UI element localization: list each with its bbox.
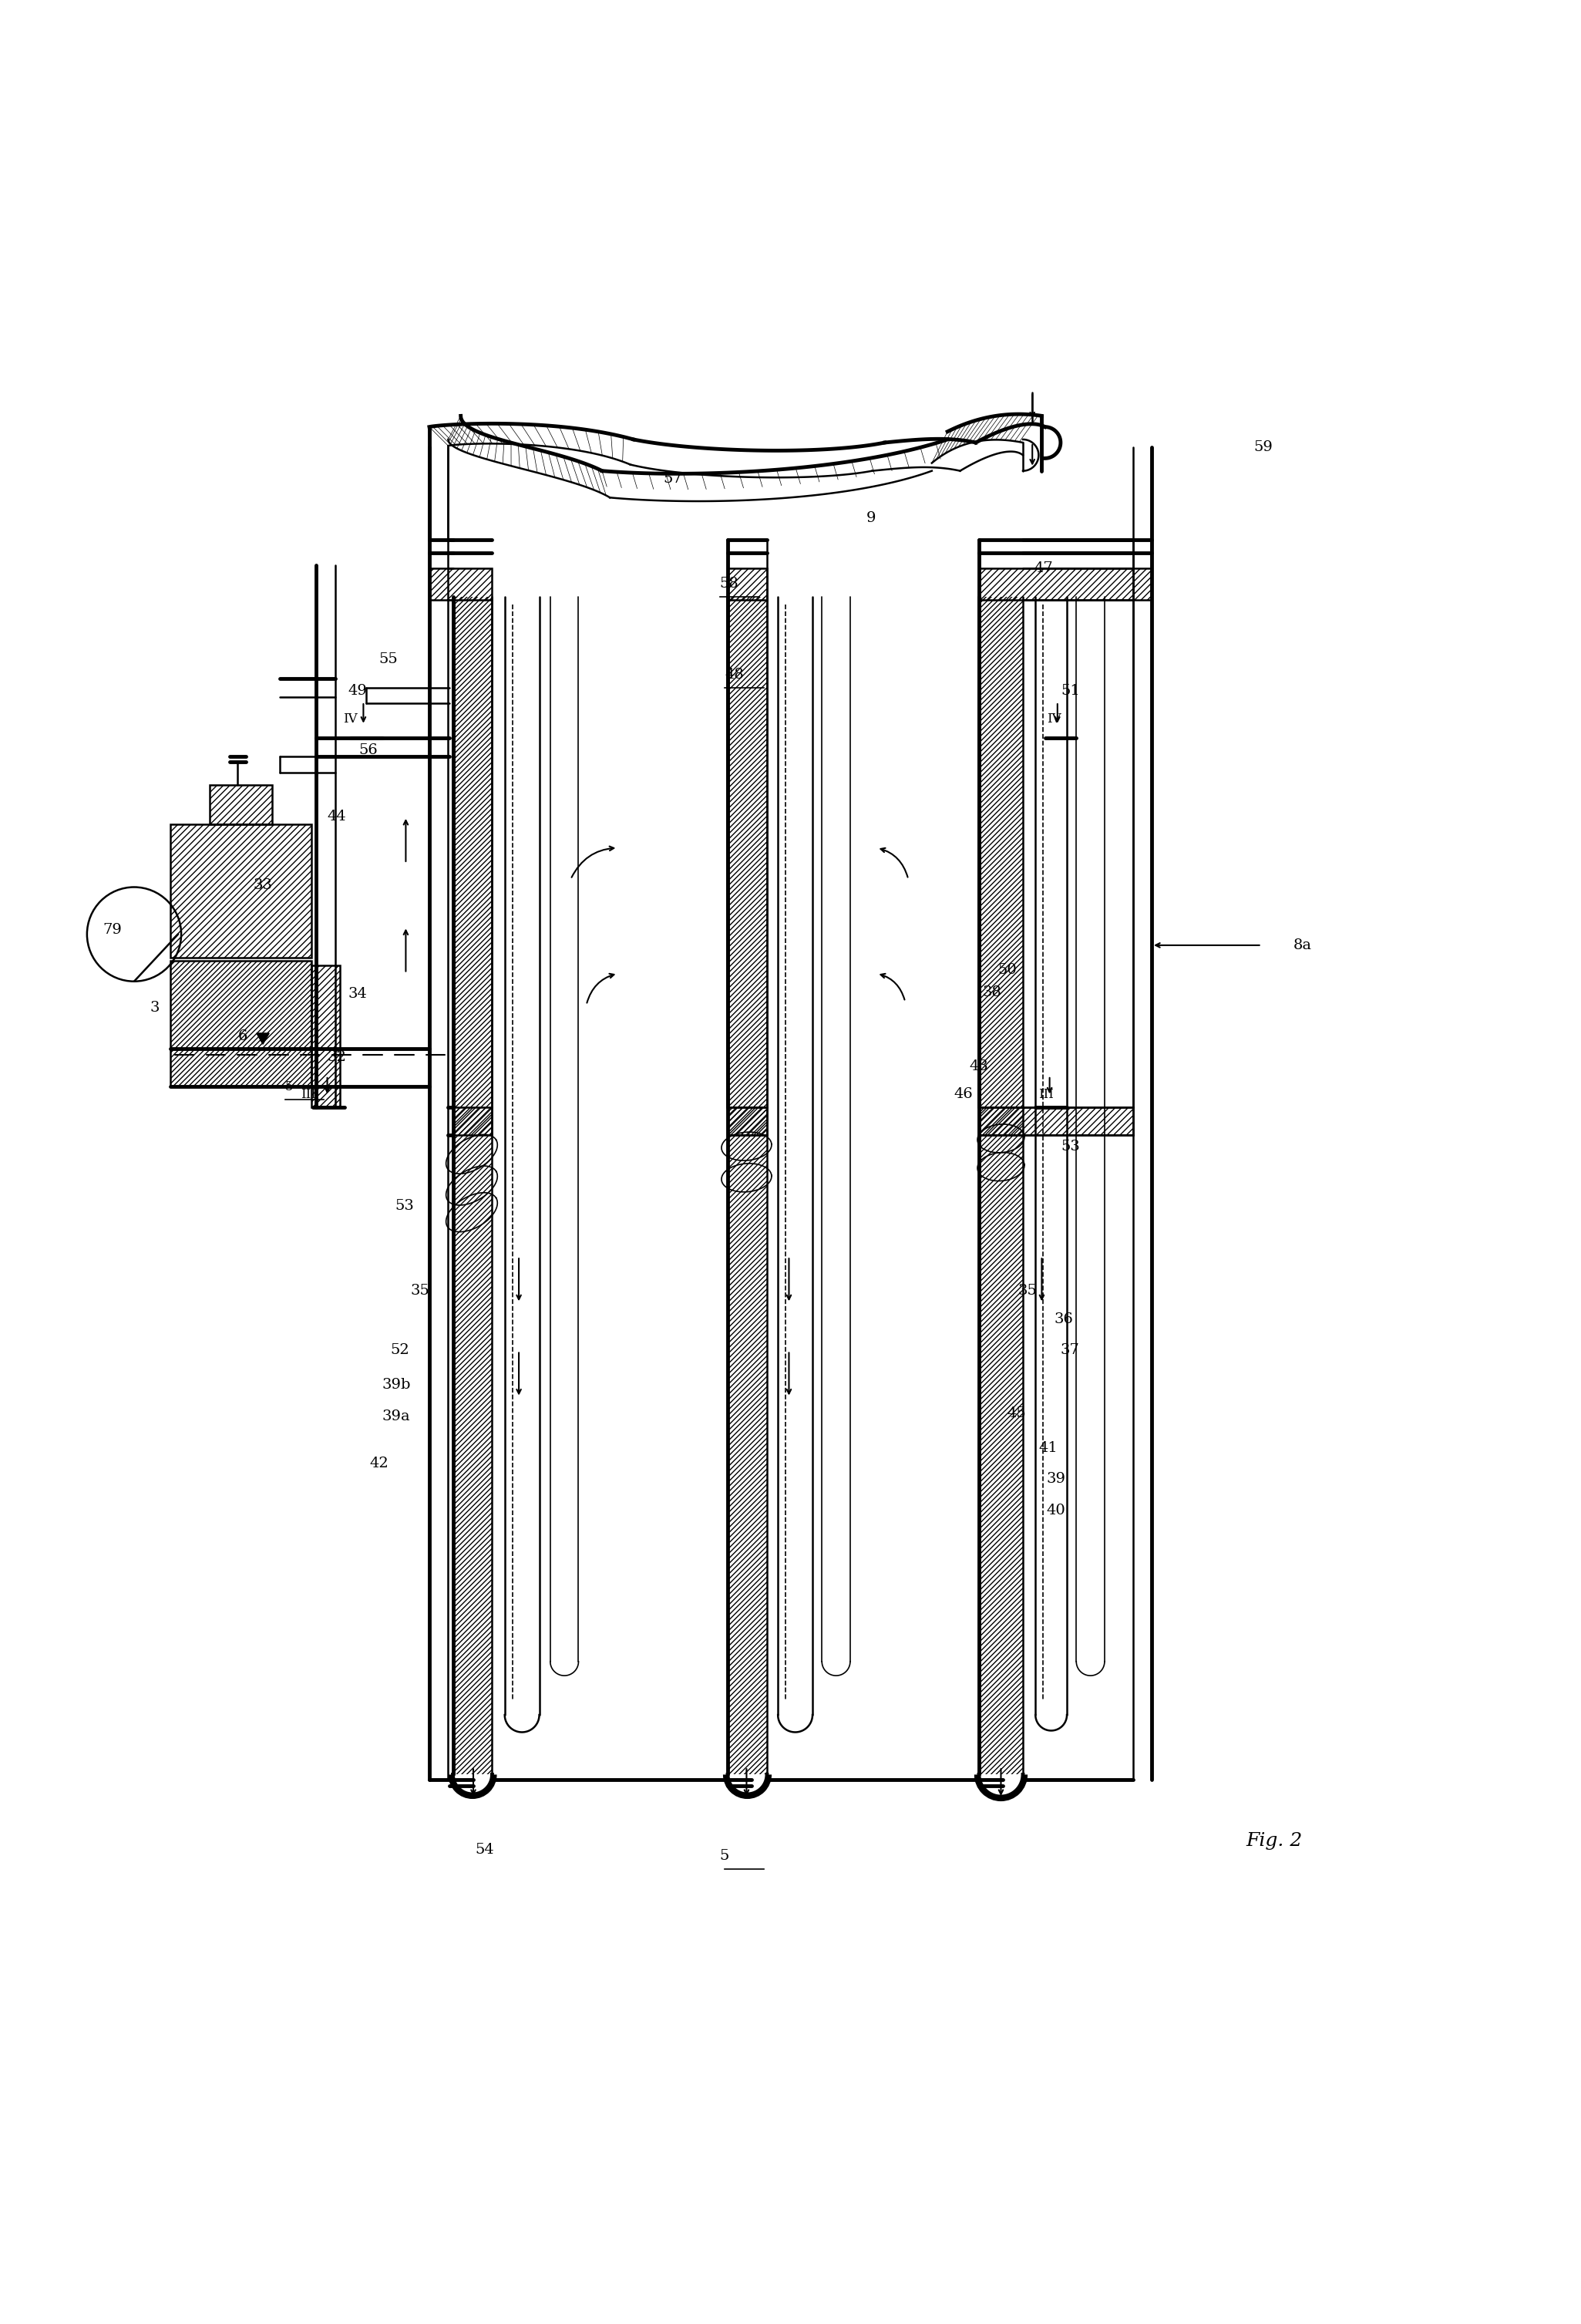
Bar bbox=[727, 597, 767, 1776]
Text: Fig. 2: Fig. 2 bbox=[1246, 1831, 1303, 1850]
Wedge shape bbox=[447, 1776, 496, 1799]
Text: 46: 46 bbox=[953, 1088, 972, 1102]
Text: 41: 41 bbox=[1039, 1441, 1058, 1455]
Bar bbox=[452, 597, 492, 1776]
Text: 54: 54 bbox=[474, 1843, 493, 1857]
Text: IV: IV bbox=[1047, 713, 1061, 725]
Text: 39a: 39a bbox=[383, 1411, 411, 1422]
Text: 55: 55 bbox=[379, 653, 398, 667]
Bar bbox=[171, 825, 311, 957]
Text: IV: IV bbox=[343, 713, 357, 725]
Bar bbox=[430, 569, 492, 600]
Text: 53: 53 bbox=[395, 1199, 414, 1213]
Text: 49: 49 bbox=[348, 683, 367, 697]
Text: 37: 37 bbox=[1061, 1343, 1080, 1357]
Text: 59: 59 bbox=[1254, 439, 1273, 453]
Wedge shape bbox=[723, 1776, 772, 1799]
Bar bbox=[727, 1106, 767, 1136]
Text: 44: 44 bbox=[327, 809, 346, 823]
Bar bbox=[210, 786, 272, 825]
Text: 53: 53 bbox=[1061, 1139, 1080, 1153]
Text: 5: 5 bbox=[285, 1081, 292, 1092]
Polygon shape bbox=[256, 1034, 269, 1043]
Text: 79: 79 bbox=[103, 923, 122, 937]
Wedge shape bbox=[974, 1776, 1028, 1801]
Bar bbox=[452, 1106, 492, 1136]
Text: 39b: 39b bbox=[383, 1378, 411, 1392]
Text: 33: 33 bbox=[253, 878, 274, 892]
Text: 35: 35 bbox=[411, 1283, 430, 1297]
Text: 42: 42 bbox=[370, 1457, 389, 1471]
Text: 52: 52 bbox=[391, 1343, 409, 1357]
Text: 48: 48 bbox=[724, 667, 743, 681]
Text: 38: 38 bbox=[982, 985, 1001, 999]
Text: III: III bbox=[300, 1088, 316, 1102]
Text: 43: 43 bbox=[969, 1060, 988, 1074]
Text: 56: 56 bbox=[359, 744, 378, 758]
Bar bbox=[979, 569, 1151, 600]
Text: 39: 39 bbox=[1047, 1473, 1066, 1487]
Bar bbox=[727, 569, 767, 600]
Text: 35: 35 bbox=[1018, 1283, 1037, 1297]
Text: 51: 51 bbox=[1061, 683, 1080, 697]
Text: 8a: 8a bbox=[1293, 939, 1312, 953]
Text: 36: 36 bbox=[1055, 1313, 1073, 1327]
Bar bbox=[171, 960, 311, 1088]
Text: 6: 6 bbox=[237, 1030, 247, 1043]
Text: 45: 45 bbox=[1007, 1406, 1026, 1420]
Text: 57: 57 bbox=[662, 472, 683, 486]
Text: 40: 40 bbox=[1047, 1504, 1066, 1518]
Text: 58: 58 bbox=[719, 576, 738, 590]
Bar bbox=[311, 967, 340, 1106]
Text: III: III bbox=[1039, 1088, 1055, 1102]
Text: 3: 3 bbox=[150, 1002, 160, 1016]
Text: 34: 34 bbox=[348, 988, 367, 1002]
Bar bbox=[979, 597, 1023, 1776]
Text: 47: 47 bbox=[1034, 562, 1053, 576]
Text: 5: 5 bbox=[719, 1850, 729, 1864]
Text: 32: 32 bbox=[327, 1050, 346, 1064]
Bar bbox=[979, 1106, 1134, 1136]
Text: 50: 50 bbox=[998, 964, 1017, 978]
Text: 9: 9 bbox=[866, 511, 876, 525]
